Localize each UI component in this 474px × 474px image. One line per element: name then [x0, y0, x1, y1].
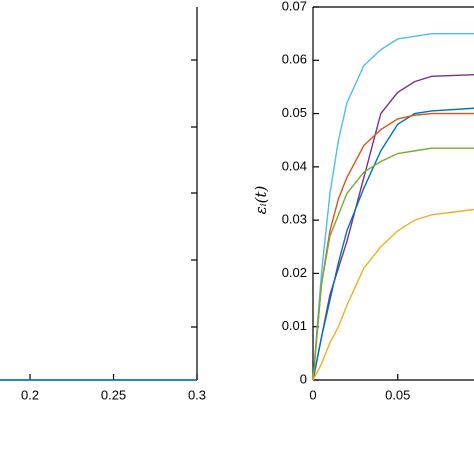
x-tick-label: 0.2	[21, 387, 39, 402]
data-line	[312, 208, 474, 381]
y-tick-label: 0.05	[282, 105, 307, 120]
data-line	[312, 147, 474, 381]
y-axis-label: εᵢ(t)	[252, 185, 270, 214]
x-tick-label: 0	[309, 387, 316, 402]
y-tick-label: 0	[300, 371, 307, 386]
data-line	[312, 32, 474, 381]
data-line	[312, 73, 474, 381]
data-line	[312, 107, 474, 381]
data-line	[312, 112, 474, 381]
y-tick-label: 0.03	[282, 212, 307, 227]
y-tick-label: 0.01	[282, 318, 307, 333]
y-tick-label: 0.04	[282, 158, 307, 173]
x-tick-label: 0.05	[385, 387, 410, 402]
x-tick-label: 0.25	[101, 387, 126, 402]
x-tick-label: 0.3	[188, 387, 206, 402]
y-tick-label: 0.02	[282, 265, 307, 280]
y-tick-label: 0.07	[282, 0, 307, 13]
y-tick-label: 0.06	[282, 52, 307, 67]
